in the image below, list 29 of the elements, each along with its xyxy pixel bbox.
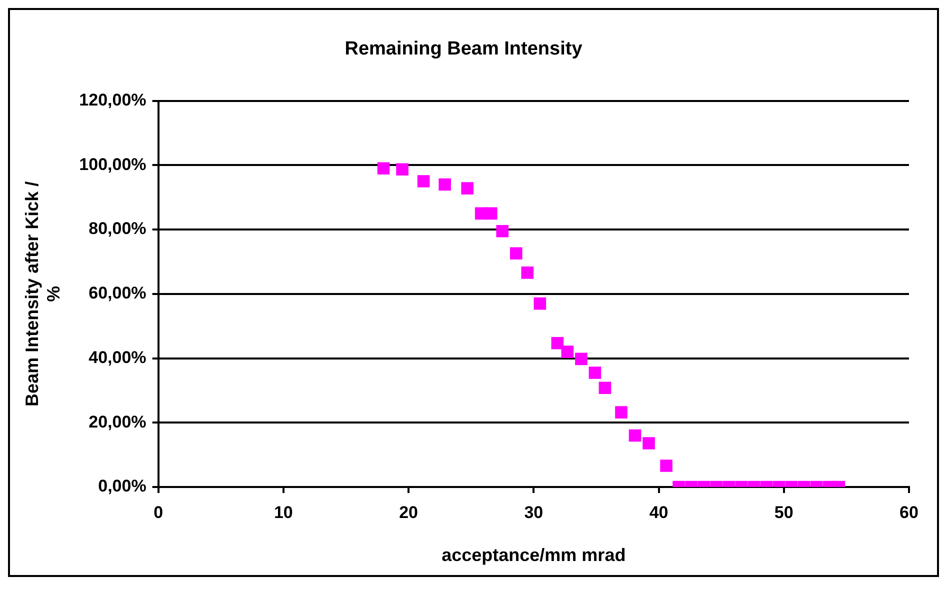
- y-tick-label: 0,00%: [98, 476, 146, 496]
- y-tick-label: 60,00%: [88, 284, 146, 303]
- point: [438, 178, 451, 191]
- y-tick-label: 20,00%: [88, 412, 146, 432]
- point: [534, 297, 546, 310]
- y-tick-label: 40,00%: [88, 348, 146, 367]
- point: [561, 346, 574, 358]
- x-tick-label: 40: [649, 502, 668, 522]
- chart-title: Remaining Beam Intensity: [344, 38, 583, 60]
- point: [551, 336, 564, 350]
- x-tick-label: 50: [774, 502, 794, 522]
- x-tick-label: 20: [399, 502, 418, 522]
- point: [484, 207, 498, 220]
- x-tick-label: 60: [900, 502, 918, 522]
- x-tick-label: 30: [524, 502, 544, 522]
- y-tick-label: 100,00%: [79, 154, 146, 174]
- y-tick-label: 80,00%: [88, 219, 146, 238]
- x-tick-label: 0: [154, 502, 164, 522]
- x-tick-label: 10: [274, 502, 293, 522]
- point: [510, 247, 522, 260]
- point: [461, 182, 474, 194]
- point: [396, 163, 408, 176]
- point: [521, 266, 534, 279]
- x-axis-title: acceptance/mm mrad: [442, 545, 626, 566]
- y-tick-label: 120,00%: [79, 90, 146, 110]
- y-axis-title: Beam Intensity after Kick / %: [22, 181, 64, 406]
- point: [377, 162, 390, 175]
- point: [496, 224, 509, 238]
- point: [417, 175, 430, 188]
